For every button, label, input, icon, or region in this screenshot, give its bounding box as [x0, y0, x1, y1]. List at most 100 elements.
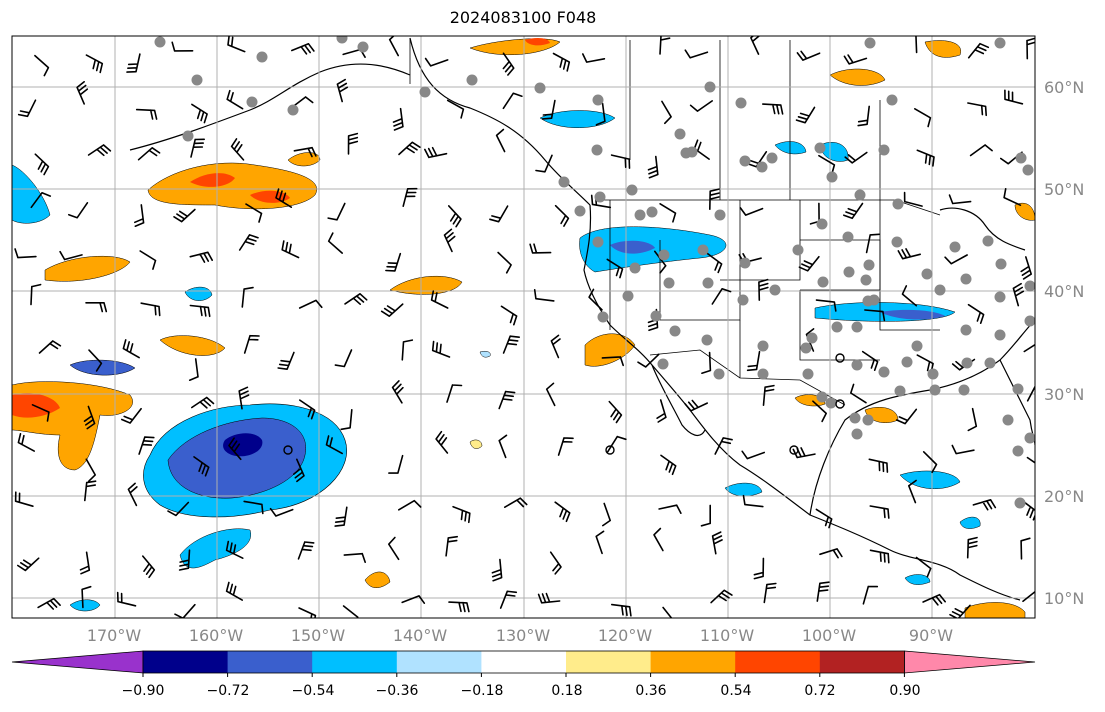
station-marker: [287, 104, 299, 116]
wind-barb: [189, 251, 213, 263]
station-marker: [466, 74, 478, 86]
wind-barb: [658, 504, 682, 514]
wind-barb: [228, 437, 242, 461]
station-marker: [806, 332, 818, 344]
map-title: 2024083100 F048: [449, 8, 597, 27]
wind-barb: [122, 339, 140, 359]
colorbar-tick-label: 0.90: [889, 683, 921, 699]
contour-neg-mid: [69, 599, 101, 612]
wind-barb: [865, 233, 880, 254]
wind-barb: [557, 437, 574, 456]
open-circle-marker: [835, 399, 845, 409]
anomaly-contours: [12, 38, 1035, 618]
station-marker: [702, 277, 714, 289]
wind-barb: [500, 305, 518, 326]
border-state-2: [659, 200, 741, 321]
colorbar-swatch: [819, 651, 905, 673]
station-marker: [927, 368, 939, 380]
wind-barb: [606, 435, 627, 453]
station-marker: [892, 198, 904, 210]
wind-barb: [497, 251, 512, 274]
colorbar-extend-low: [11, 650, 144, 674]
wind-barb: [739, 207, 764, 216]
wind-barb: [659, 36, 671, 55]
wind-barb: [142, 555, 156, 579]
contour-neg-light: [479, 350, 491, 358]
colorbar-frame: [142, 650, 905, 674]
wind-barb: [85, 302, 108, 313]
station-marker: [646, 206, 658, 218]
station-marker: [1024, 315, 1035, 327]
station-marker: [1014, 497, 1026, 509]
wind-barb: [710, 589, 733, 604]
station-marker: [826, 171, 838, 183]
wind-barb: [31, 404, 50, 422]
wind-barb: [868, 458, 889, 473]
political-borders: [409, 38, 941, 406]
wind-barb: [495, 128, 506, 153]
station-marker: [739, 257, 751, 269]
wind-barb: [595, 102, 606, 126]
wind-barb: [402, 187, 418, 207]
wind-barb: [903, 191, 923, 207]
wind-barb: [84, 480, 97, 502]
wind-barb: [293, 146, 317, 158]
wind-barb: [762, 103, 784, 115]
contour-pos-mid: [389, 276, 463, 295]
wind-barb: [537, 592, 561, 604]
wind-barb: [225, 540, 244, 559]
wind-barb: [139, 250, 157, 270]
colorbar: [11, 650, 1036, 677]
wind-barb: [134, 204, 145, 227]
wind-barb: [343, 552, 366, 563]
wind-barb: [948, 194, 972, 205]
coastline-mexico: [689, 409, 1021, 601]
wind-barb: [582, 53, 606, 63]
wind-barb: [861, 350, 879, 371]
wind-barb: [30, 283, 42, 306]
station-marker: [256, 51, 268, 63]
colorbar-tick-label: 0.54: [720, 683, 752, 699]
station-marker: [995, 258, 1007, 270]
wind-barb: [424, 57, 449, 67]
wind-barb: [430, 290, 449, 309]
wind-barb: [554, 501, 571, 523]
wind-barb: [901, 285, 918, 307]
station-marker: [558, 176, 570, 188]
contour-pos-mid: [364, 571, 391, 588]
wind-barb: [706, 252, 723, 274]
colorbar-tick-label: −0.90: [121, 683, 165, 699]
wind-barb: [967, 407, 978, 432]
station-marker: [831, 321, 843, 333]
wind-barb: [915, 36, 918, 54]
coastline-aleutians: [129, 63, 411, 151]
station-marker: [357, 41, 369, 53]
wind-barb: [392, 107, 404, 131]
station-marker: [891, 236, 903, 248]
wind-barb: [452, 505, 471, 524]
wind-barb: [864, 309, 886, 322]
wind-barb: [446, 384, 463, 403]
wind-barb: [815, 508, 833, 529]
wind-barb: [498, 390, 516, 410]
station-marker: [825, 397, 837, 409]
station-marker: [1012, 445, 1024, 457]
wind-barb: [608, 400, 623, 424]
wind-barb: [550, 334, 561, 359]
wind-barb: [245, 203, 263, 223]
wind-barb: [138, 436, 155, 455]
station-marker: [1024, 432, 1035, 444]
station-marker: [701, 334, 713, 346]
wind-barb: [949, 604, 971, 618]
wind-barb: [446, 99, 465, 119]
station-marker: [960, 273, 972, 285]
wind-barb: [951, 444, 975, 455]
station-marker: [592, 236, 604, 248]
lat-label: 10°N: [1044, 589, 1085, 608]
colorbar-swatch: [312, 651, 398, 673]
station-marker: [756, 161, 768, 173]
station-marker: [757, 368, 769, 380]
wind-barb: [189, 304, 211, 318]
lat-label: 20°N: [1044, 487, 1085, 506]
colorbar-swatch: [566, 651, 652, 673]
